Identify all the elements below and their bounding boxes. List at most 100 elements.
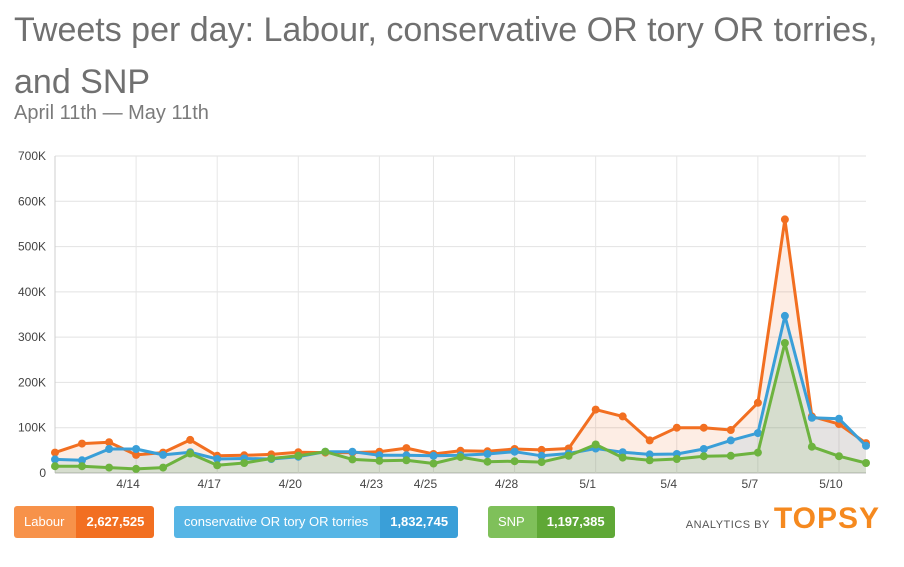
data-point [105,463,114,472]
x-tick-label: 4/20 [279,477,303,491]
x-tick-label: 4/14 [116,477,140,491]
y-tick-label: 700K [18,149,46,163]
data-point [186,449,195,458]
data-point [51,455,59,464]
x-tick-label: 5/4 [660,477,677,491]
y-tick-label: 200K [18,375,46,389]
data-point [402,456,411,465]
data-point [483,450,492,458]
x-tick-label: 5/10 [819,477,843,491]
data-point [645,450,654,459]
data-point [780,339,789,347]
legend-label-labour: Labour [14,506,77,538]
data-point [862,441,870,450]
data-point [51,462,59,471]
data-point [456,453,465,462]
legend-total-conservative: 1,832,745 [380,506,459,538]
data-point [753,429,762,438]
y-tick-label: 0 [39,466,46,480]
data-point [645,456,654,465]
data-point [132,464,141,473]
x-tick-label: 5/7 [742,477,759,491]
chart-title: Tweets per day: Labour, conservative OR … [14,11,878,101]
data-point [510,457,519,466]
data-point [835,452,843,461]
data-point [402,444,411,453]
data-point [618,412,627,421]
x-tick-label: 4/25 [414,477,438,491]
data-point [564,451,573,460]
data-point [132,450,141,459]
series-area-2 [55,343,866,473]
data-point [618,453,627,462]
chart-subtitle: April 11th — May 11th [14,102,209,124]
data-point [672,455,681,463]
legend-label-snp: SNP [488,506,537,538]
x-tick-label: 4/17 [198,477,222,491]
data-point [591,440,600,449]
topsy-branding[interactable]: ANALYTICS BY TOPSY [686,502,880,536]
data-point [348,455,357,464]
data-point [726,426,735,434]
data-point [213,461,222,470]
data-point [591,405,600,414]
data-point [375,456,384,465]
data-point [375,451,384,460]
data-point [78,456,86,465]
data-point [726,451,735,460]
data-point [78,439,86,448]
x-tick-label: 4/28 [495,477,519,491]
data-point [753,448,762,457]
data-point [186,435,195,444]
data-point [78,462,86,471]
data-point [51,448,59,457]
y-tick-label: 600K [18,194,46,208]
data-point [510,447,519,456]
branding-prefix: ANALYTICS BY [685,519,770,531]
data-point [726,436,735,445]
topsy-logo: TOPSY [773,502,880,535]
data-point [159,450,168,459]
data-point [483,457,492,466]
data-point [537,445,546,454]
data-point [672,423,681,432]
data-point [835,414,843,423]
data-point [699,452,708,461]
data-point [537,458,546,467]
legend-item-snp[interactable]: SNP 1,197,385 [488,506,615,538]
data-point [132,445,141,453]
y-tick-label: 500K [18,240,46,254]
data-point [699,423,708,432]
data-point [429,459,438,468]
data-point [537,451,546,460]
x-tick-label: 5/1 [579,477,596,491]
data-point [780,311,789,320]
data-point [213,455,222,463]
data-point [105,445,114,453]
data-point [780,215,789,224]
data-point [862,459,870,467]
y-tick-label: 300K [18,330,46,344]
data-point [159,463,168,472]
legend-total-snp: 1,197,385 [536,506,615,538]
data-point [294,451,303,460]
data-point [267,454,276,463]
data-point [645,436,654,445]
data-point [321,447,330,456]
data-point [753,398,762,407]
legend-item-conservative[interactable]: conservative OR tory OR torries 1,832,74… [174,506,459,538]
data-point [429,451,438,460]
series-area-0 [55,219,866,473]
data-point [807,413,816,422]
data-point [807,442,816,451]
y-tick-label: 400K [18,285,46,299]
data-point [240,459,249,467]
line-chart: 0 100K 200K 300K 400K 500K 600K 700K 4/14 4/17 4/2… [18,149,870,491]
data-point [348,447,357,456]
y-tick-label: 100K [18,421,46,435]
data-point [105,438,114,447]
data-point [699,445,708,453]
x-tick-label: 4/23 [360,477,384,491]
legend-label-conservative: conservative OR tory OR torries [174,506,381,538]
legend-item-labour[interactable]: Labour 2,627,525 [14,506,155,538]
